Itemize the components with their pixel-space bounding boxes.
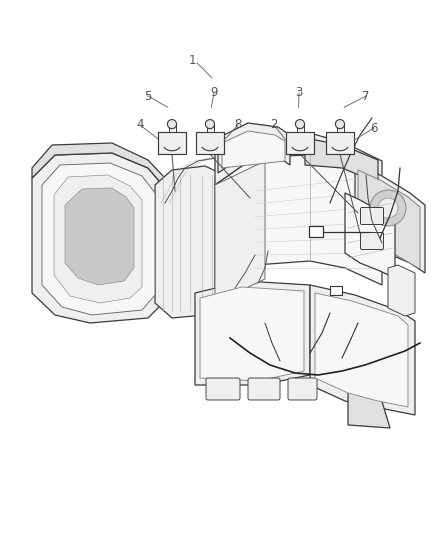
Polygon shape <box>215 155 382 303</box>
Text: 4: 4 <box>136 118 144 132</box>
Text: 2: 2 <box>270 118 278 132</box>
Polygon shape <box>155 166 220 318</box>
Bar <box>158 132 186 154</box>
Text: 5: 5 <box>144 90 152 102</box>
Bar <box>286 132 314 154</box>
Polygon shape <box>310 285 415 415</box>
Circle shape <box>205 119 215 128</box>
Polygon shape <box>32 153 165 323</box>
Text: 8: 8 <box>234 118 242 132</box>
Polygon shape <box>388 265 415 316</box>
Polygon shape <box>305 138 378 183</box>
Polygon shape <box>215 161 265 303</box>
Polygon shape <box>345 193 395 278</box>
Bar <box>206 124 213 132</box>
Polygon shape <box>218 123 290 173</box>
Polygon shape <box>195 281 310 385</box>
Polygon shape <box>42 163 155 315</box>
Bar <box>330 286 342 295</box>
Polygon shape <box>222 131 285 168</box>
Polygon shape <box>32 143 165 188</box>
Polygon shape <box>200 287 304 381</box>
Polygon shape <box>355 163 425 273</box>
Text: 7: 7 <box>362 90 370 102</box>
FancyBboxPatch shape <box>206 378 240 400</box>
Polygon shape <box>358 170 420 269</box>
FancyBboxPatch shape <box>360 207 384 224</box>
Polygon shape <box>54 175 142 303</box>
Text: 9: 9 <box>210 86 218 100</box>
Text: 6: 6 <box>370 122 378 134</box>
FancyBboxPatch shape <box>248 378 280 400</box>
Polygon shape <box>65 188 134 285</box>
Circle shape <box>167 119 177 128</box>
Polygon shape <box>348 385 390 428</box>
Bar <box>169 124 176 132</box>
Polygon shape <box>215 133 382 185</box>
Bar <box>336 124 343 132</box>
Bar <box>309 226 323 237</box>
Circle shape <box>378 198 398 218</box>
Bar <box>196 132 224 154</box>
FancyBboxPatch shape <box>288 378 317 400</box>
Bar <box>297 124 304 132</box>
Text: 3: 3 <box>295 86 303 100</box>
Text: 1: 1 <box>188 53 196 67</box>
Polygon shape <box>315 293 408 407</box>
FancyBboxPatch shape <box>360 232 384 249</box>
Circle shape <box>336 119 345 128</box>
Circle shape <box>370 190 406 226</box>
Circle shape <box>296 119 304 128</box>
Bar <box>326 132 354 154</box>
